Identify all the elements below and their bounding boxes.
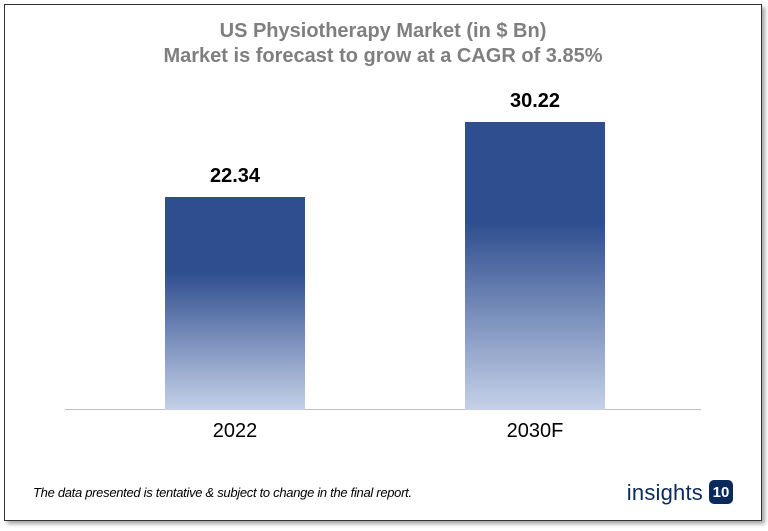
bar-value-label: 22.34 bbox=[165, 165, 305, 188]
bar-value-label: 30.22 bbox=[465, 90, 605, 113]
bar-fill bbox=[165, 197, 305, 410]
x-axis-baseline bbox=[65, 409, 701, 410]
chart-title-line1: US Physiotherapy Market (in $ Bn) bbox=[5, 19, 761, 44]
chart-title-line2: Market is forecast to grow at a CAGR of … bbox=[5, 44, 761, 69]
category-label: 2022 bbox=[135, 420, 335, 443]
bar-fill bbox=[465, 122, 605, 410]
chart-card: US Physiotherapy Market (in $ Bn) Market… bbox=[4, 4, 762, 521]
bar: 22.342022 bbox=[165, 197, 305, 410]
chart-title: US Physiotherapy Market (in $ Bn) Market… bbox=[5, 5, 761, 69]
category-label: 2030F bbox=[435, 420, 635, 443]
plot-area: 22.342022 30.222030F bbox=[65, 105, 701, 410]
bar: 30.222030F bbox=[465, 122, 605, 410]
brand-text: insights bbox=[627, 480, 703, 506]
brand-badge: 10 bbox=[709, 480, 733, 504]
footnote-text: The data presented is tentative & subjec… bbox=[33, 485, 412, 500]
brand-logo: insights 10 bbox=[627, 480, 733, 506]
